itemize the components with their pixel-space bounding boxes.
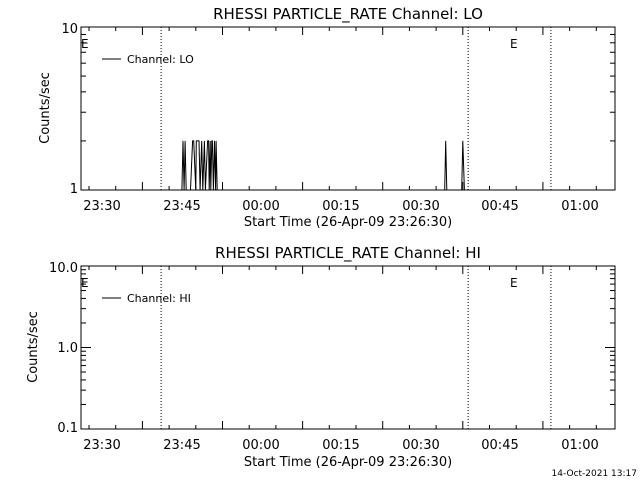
x-tick-label: 23:45 [163,438,200,453]
legend-label: Channel: HI [127,292,191,305]
chart-marks [81,266,615,430]
x-tick-label: 00:45 [481,438,518,453]
x-tick-label: 00:15 [322,199,359,214]
series-line [181,140,465,191]
x-tick-label: 00:45 [481,199,518,214]
x-tick-label: 23:45 [163,199,200,214]
y-ticks: 10.0 1.0 0.1 [49,261,78,436]
event-label: E [81,276,89,290]
y-tick-label: 10.0 [49,261,78,276]
event-labels: E E [81,37,518,51]
event-labels: E E [81,276,518,290]
chart-title: RHESSI PARTICLE_RATE Channel: HI [215,244,481,263]
x-tick-label: 01:00 [561,199,598,214]
x-tick-label: 00:30 [402,438,439,453]
y-axis-label: Counts/sec [38,72,53,144]
chart-panel-hi: RHESSI PARTICLE_RATE Channel: HI Counts/… [26,244,616,470]
x-axis-label: Start Time (26-Apr-09 23:26:30) [244,215,452,230]
x-tick-label: 01:00 [561,438,598,453]
x-tick-label: 23:30 [83,438,120,453]
event-label: E [510,37,518,51]
legend: Channel: LO [102,53,194,66]
event-label: E [81,37,89,51]
chart-title: RHESSI PARTICLE_RATE Channel: LO [213,5,483,24]
event-label: E [510,276,518,290]
x-tick-label: 00:00 [242,438,279,453]
y-tick-label: 1.0 [57,341,78,356]
x-ticks: 23:30 23:45 00:00 00:15 00:30 00:45 01:0… [83,438,598,453]
y-tick-label: 0.1 [57,421,78,436]
chart-marks [81,27,615,191]
y-ticks: 10 1 [61,22,78,197]
y-tick-label: 1 [70,182,78,197]
legend: Channel: HI [102,292,191,305]
chart-panel-lo: RHESSI PARTICLE_RATE Channel: LO Counts/… [38,5,616,230]
x-axis-label: Start Time (26-Apr-09 23:26:30) [244,455,452,470]
timestamp-label: 14-Oct-2021 13:17 [552,469,637,479]
x-tick-label: 23:30 [83,199,120,214]
x-tick-label: 00:15 [322,438,359,453]
x-ticks: 23:30 23:45 00:00 00:15 00:30 00:45 01:0… [83,199,598,214]
y-tick-label: 10 [61,22,78,37]
x-tick-label: 00:00 [242,199,279,214]
x-tick-label: 00:30 [402,199,439,214]
y-axis-label: Counts/sec [26,311,41,383]
legend-label: Channel: LO [127,53,194,66]
